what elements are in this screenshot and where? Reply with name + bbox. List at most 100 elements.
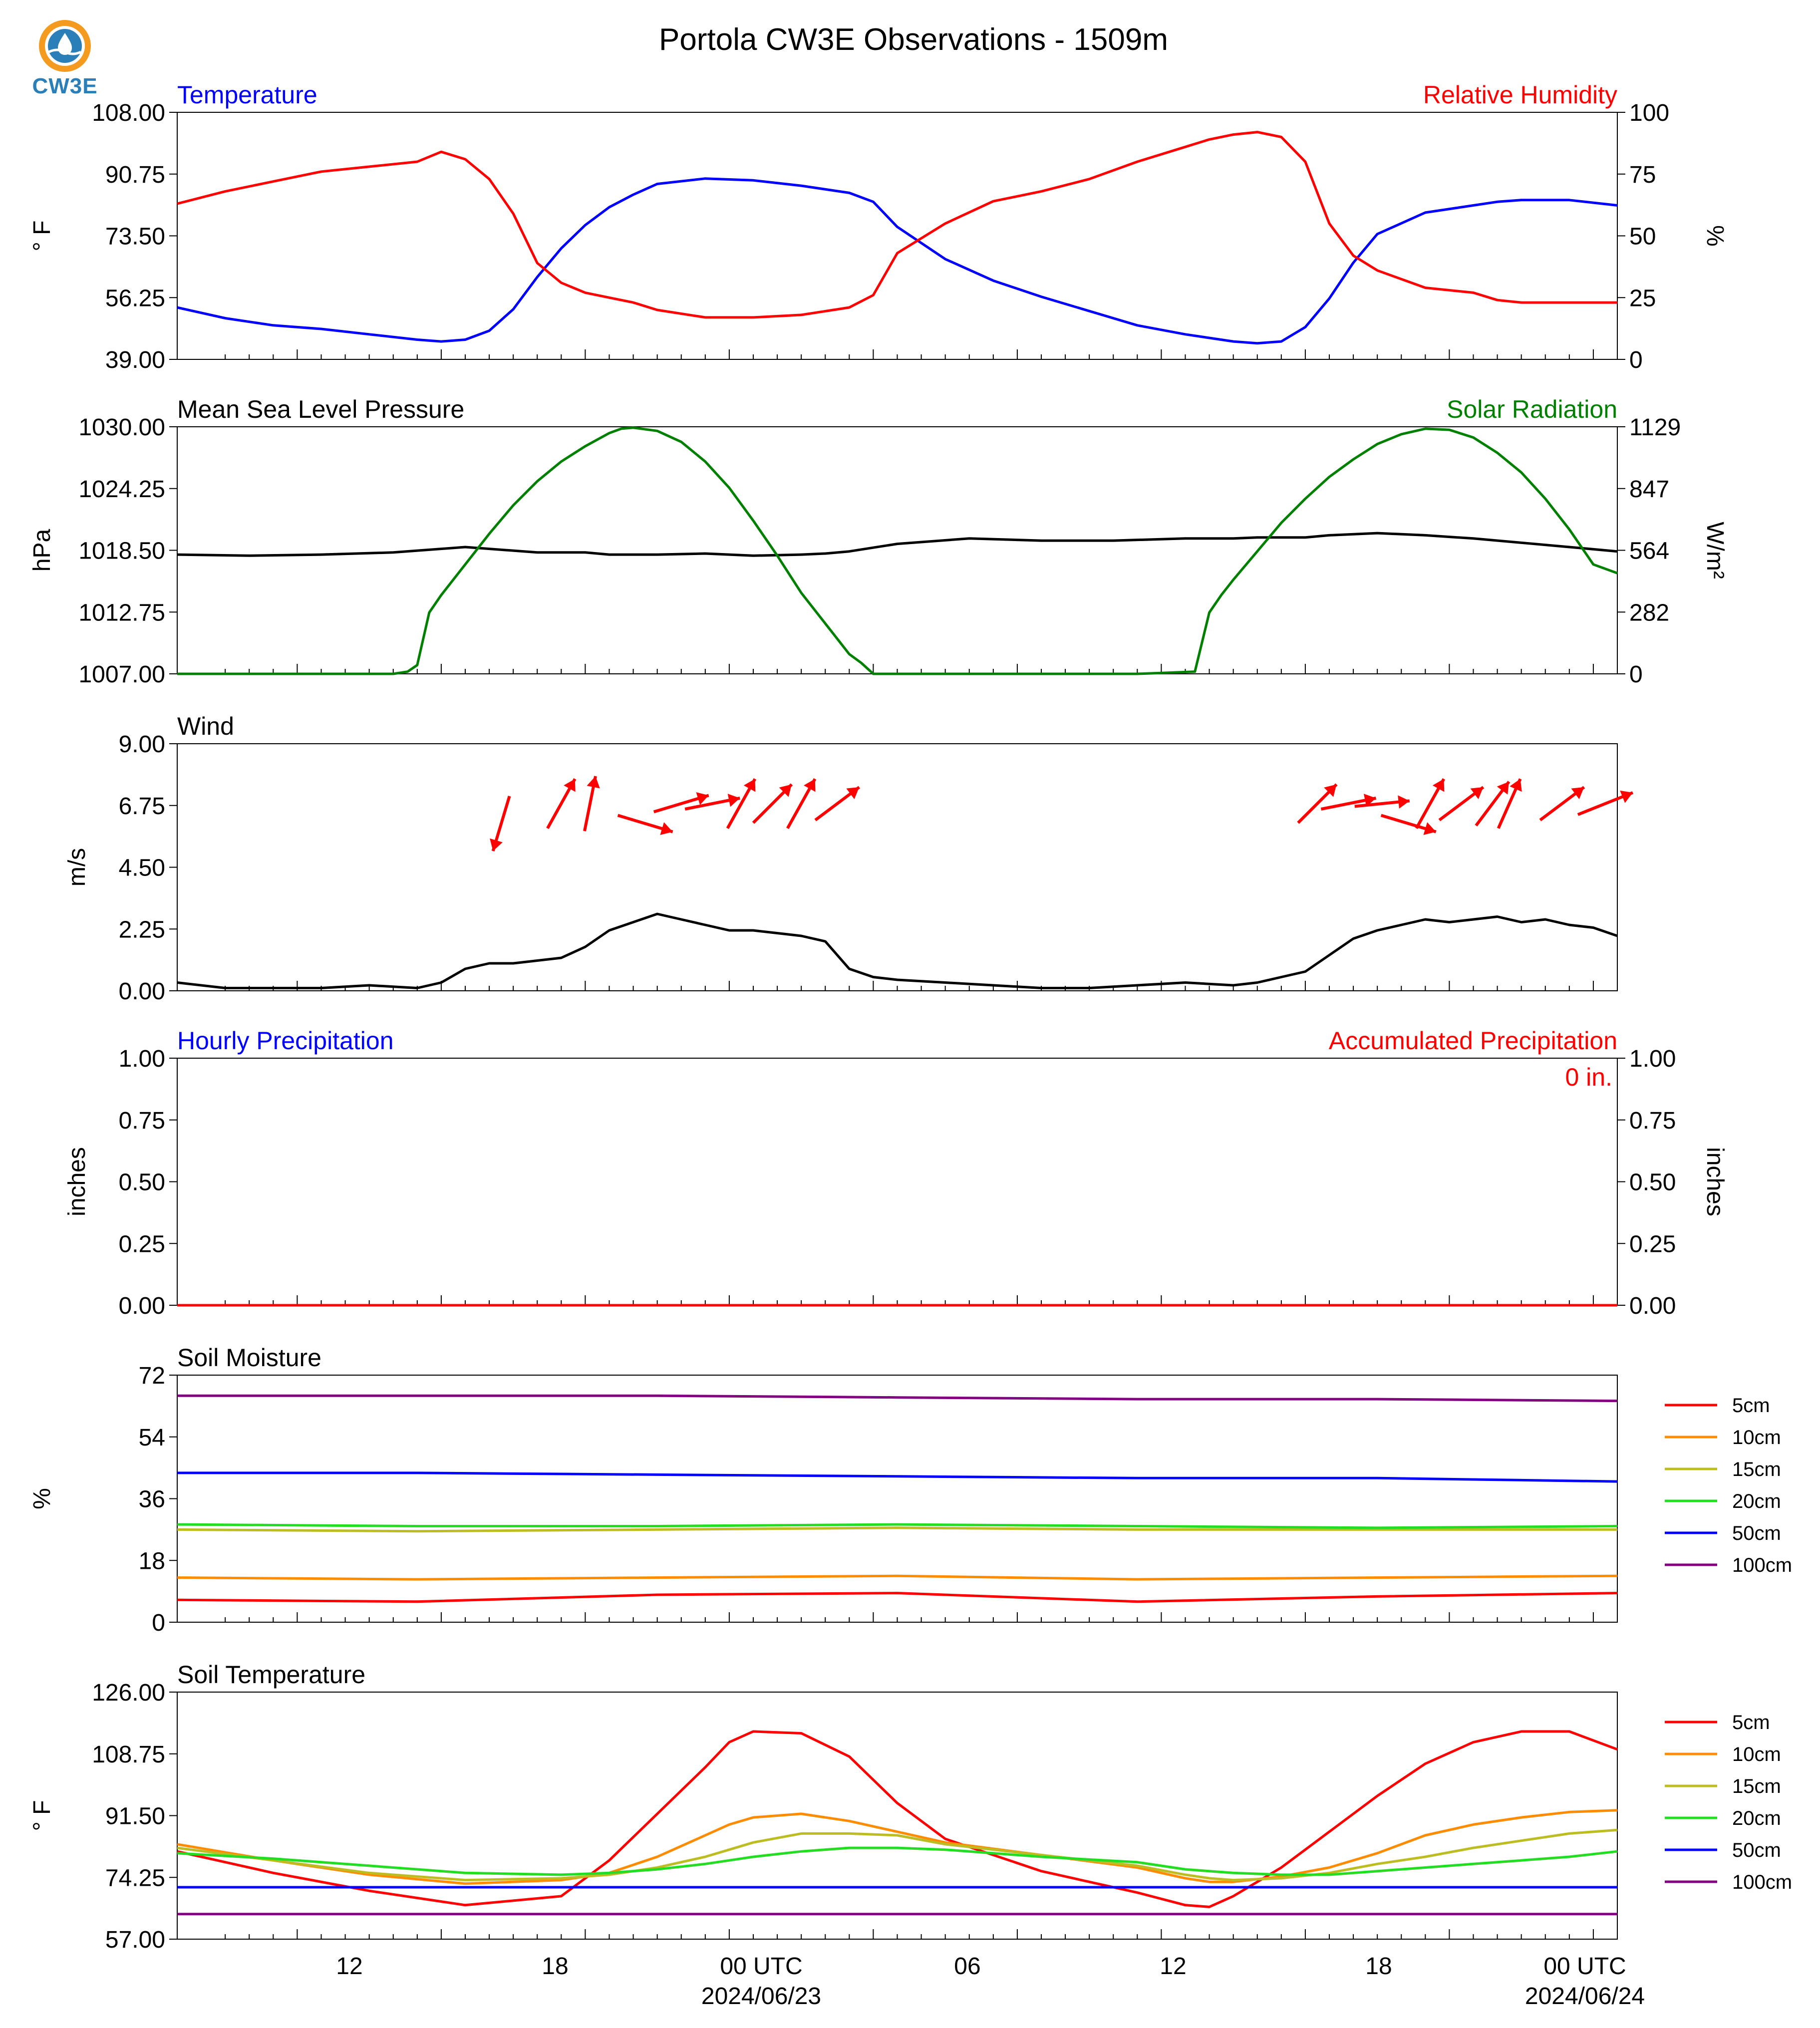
y-tick-label-left: 9.00: [119, 731, 165, 758]
y-tick-label-left: 0.00: [119, 1293, 165, 1319]
wind-vector-head: [1510, 779, 1522, 792]
y-tick-label-left: 91.50: [105, 1803, 165, 1830]
legend-label: 10cm: [1732, 1743, 1781, 1765]
panel-title-left: Wind: [177, 712, 234, 740]
panel-3: Hourly Precipitation Accumulated Precipit…: [64, 1027, 1728, 1319]
wind-vector-head: [1470, 787, 1484, 800]
panel-title-left: Mean Sea Level Pressure: [177, 395, 464, 423]
panel-title-right: Solar Radiation: [1447, 395, 1617, 423]
legend-label: 50cm: [1732, 1522, 1781, 1544]
y-tick-label-left: 90.75: [105, 162, 165, 188]
y-tick-label-left: 36: [139, 1486, 165, 1513]
y-tick-label-left: 0: [152, 1610, 165, 1636]
wind-vector-head: [490, 838, 503, 851]
series-line-5cm: [177, 1592, 1618, 1603]
y-tick-label-left: 2.25: [119, 916, 165, 943]
y-tick-label-left: 0.25: [119, 1231, 165, 1257]
wind-vector-head: [1620, 790, 1633, 803]
panel-title-left: Soil Moisture: [177, 1344, 321, 1372]
legend-label: 100cm: [1732, 1871, 1792, 1893]
y-axis-label-left: m/s: [64, 848, 90, 886]
y-axis-label-left: %: [29, 1488, 55, 1509]
logo-text: CW3E: [32, 74, 98, 98]
y-tick-label-right: 0: [1629, 661, 1643, 688]
y-tick-label-right: 25: [1629, 285, 1656, 311]
wind-vector-head: [804, 779, 816, 792]
x-tick-label: 18: [542, 1953, 568, 1980]
wind-vector-head: [1398, 795, 1410, 809]
panel-frame: [177, 1058, 1618, 1306]
y-tick-label-right: 0.50: [1629, 1169, 1676, 1196]
legend-label: 100cm: [1732, 1554, 1792, 1576]
y-tick-label-left: 1018.50: [78, 538, 165, 565]
y-tick-label-left: 1012.75: [78, 599, 165, 626]
series-line-mean-sea-level-pressure: [177, 532, 1618, 557]
y-tick-label-left: 1024.25: [78, 476, 165, 503]
y-tick-label-left: 0.00: [119, 978, 165, 1005]
legend-label: 10cm: [1732, 1427, 1781, 1449]
panel-title-left: Temperature: [177, 81, 317, 109]
panel-title-left: Soil Temperature: [177, 1661, 365, 1689]
x-date-label: 2024/06/23: [701, 1983, 821, 2010]
accumulated-precip-annotation: 0 in.: [1565, 1063, 1612, 1091]
wind-vector-head: [1497, 782, 1509, 795]
panel-frame: [177, 1692, 1618, 1940]
wind-vector-head: [660, 822, 673, 835]
wind-vector-head: [1432, 779, 1445, 792]
y-tick-label-left: 73.50: [105, 224, 165, 250]
legend-label: 20cm: [1732, 1807, 1781, 1829]
y-tick-label-left: 1007.00: [78, 661, 165, 688]
y-tick-label-left: 108.00: [92, 100, 165, 126]
panel-2: Wind 0.00 2.25 4.50 6.75 9.00 m/s: [64, 712, 1634, 1005]
series-line-temperature: [177, 177, 1618, 345]
y-tick-label-left: 1.00: [119, 1046, 165, 1072]
legend-label: 15cm: [1732, 1775, 1781, 1797]
y-tick-label-right: 0.75: [1629, 1108, 1676, 1134]
y-tick-label-right: 282: [1629, 599, 1669, 626]
panel-frame: [177, 1375, 1618, 1623]
y-tick-label-left: 6.75: [119, 793, 165, 820]
series-line-15cm: [177, 1828, 1618, 1882]
panel-title-right: Accumulated Precipitation: [1329, 1027, 1617, 1055]
y-axis-label-right: %: [1702, 225, 1728, 247]
x-tick-label: 12: [1160, 1953, 1186, 1980]
x-date-label: 2024/06/24: [1525, 1983, 1645, 2010]
wind-vector-head: [696, 792, 709, 805]
y-axis-label-left: hPa: [29, 529, 55, 572]
y-tick-label-left: 18: [139, 1548, 165, 1574]
y-tick-label-left: 0.50: [119, 1169, 165, 1196]
panel-title-left: Hourly Precipitation: [177, 1027, 394, 1055]
logo-mark-icon: [39, 20, 91, 72]
x-tick-label: 18: [1365, 1953, 1392, 1980]
series-line-5cm: [177, 1730, 1618, 1908]
wind-vector-head: [1363, 794, 1376, 807]
y-axis-label-left: ° F: [29, 1800, 55, 1831]
legend-label: 5cm: [1732, 1712, 1770, 1734]
wind-vector-head: [564, 779, 576, 792]
legend-label: 15cm: [1732, 1458, 1781, 1480]
y-tick-label-left: 56.25: [105, 285, 165, 311]
series-line-15cm: [177, 1526, 1617, 1533]
series-line-wind: [177, 912, 1618, 989]
x-tick-label: 06: [954, 1953, 980, 1980]
y-tick-label-right: 1129: [1629, 414, 1681, 441]
figure-title: Portola CW3E Observations - 1509m: [659, 22, 1168, 57]
wind-vector-head: [1324, 784, 1337, 797]
y-axis-label-left: ° F: [29, 221, 55, 252]
y-tick-label-left: 57.00: [105, 1927, 165, 1953]
panel-0: Temperature Relative Humidity 39.00 56.25 73…: [29, 81, 1728, 373]
y-tick-label-left: 0.75: [119, 1108, 165, 1134]
y-tick-label-left: 126.00: [92, 1680, 165, 1706]
y-tick-label-left: 108.75: [92, 1741, 165, 1768]
y-tick-label-right: 847: [1629, 476, 1669, 503]
y-tick-label-right: 0: [1629, 347, 1643, 373]
legend-label: 50cm: [1732, 1839, 1781, 1861]
y-axis-label-right: W/m²: [1702, 522, 1728, 579]
y-tick-label-right: 0.25: [1629, 1231, 1676, 1257]
wind-vector-head: [1571, 787, 1584, 800]
y-tick-label-left: 1030.00: [78, 414, 165, 441]
y-tick-label-right: 75: [1629, 162, 1656, 188]
wind-vector-head: [743, 779, 756, 792]
panel-frame: [177, 743, 1618, 991]
x-tick-label: 00 UTC: [720, 1953, 802, 1980]
